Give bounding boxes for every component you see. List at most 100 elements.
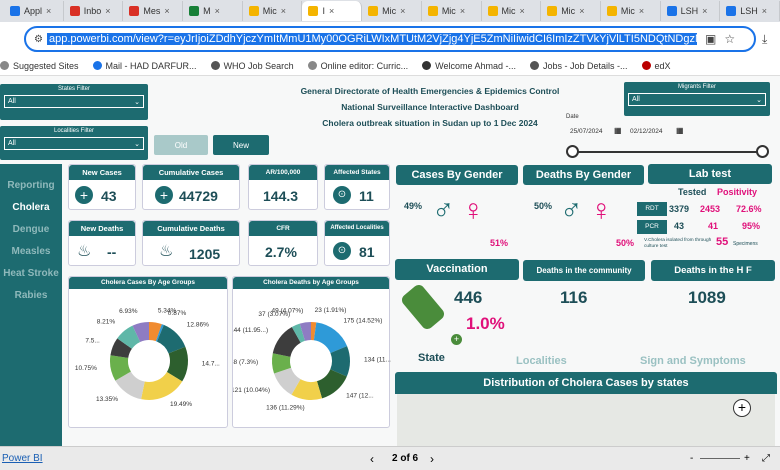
- browser-tab[interactable]: Mes ×: [123, 1, 184, 21]
- old-button[interactable]: Old: [154, 135, 208, 155]
- donut-slice[interactable]: [272, 327, 302, 358]
- bookmark-item[interactable]: Welcome Ahmad -...: [422, 61, 516, 71]
- states-filter[interactable]: States Filter All ⌄: [0, 84, 148, 120]
- download-icon[interactable]: ⤓: [762, 31, 768, 46]
- affected-localities-card: Affected Localities ⊙ 81: [324, 220, 390, 266]
- site-info-icon[interactable]: ⚙: [34, 33, 43, 45]
- migrants-filter-select[interactable]: All ⌄: [628, 93, 766, 106]
- donut-slice[interactable]: [141, 371, 183, 400]
- browser-tab[interactable]: LSH ×: [720, 1, 780, 21]
- bookmark-item[interactable]: Mail - HAD DARFUR...: [92, 61, 197, 71]
- localities-filter[interactable]: Localities Filter All ⌄: [0, 126, 148, 160]
- donut-slice[interactable]: [132, 322, 150, 343]
- date-slider-handle-end[interactable]: [756, 145, 769, 158]
- affected-states-label: Affected States: [325, 165, 389, 180]
- donut-label: 14.7...: [202, 360, 220, 367]
- donut-slice[interactable]: [316, 368, 347, 399]
- bookmark-item[interactable]: Jobs - Job Details -...: [530, 61, 628, 71]
- tab-state[interactable]: State: [418, 352, 445, 364]
- donut-slice[interactable]: [274, 367, 302, 395]
- vaccination-count: 446: [454, 288, 483, 307]
- tab-close-icon[interactable]: ×: [761, 6, 768, 16]
- cases-age-title: Cholera Cases By Age Groups: [69, 277, 227, 289]
- attack-rate-value: 144.3: [263, 188, 299, 204]
- donut-slice[interactable]: [313, 322, 348, 354]
- browser-tab[interactable]: M ×: [183, 1, 243, 21]
- tab-close-icon[interactable]: ×: [105, 6, 111, 16]
- browser-tab[interactable]: LSH ×: [661, 1, 721, 21]
- bookmark-item[interactable]: Suggested Sites: [0, 61, 79, 71]
- community-deaths-title: Deaths in the community: [523, 260, 645, 281]
- sidebar-item-cholera[interactable]: Cholera: [12, 202, 50, 213]
- bookmark-item[interactable]: Online editor: Curric...: [307, 61, 408, 71]
- donut-slice[interactable]: [155, 324, 164, 342]
- tab-close-icon[interactable]: ×: [280, 6, 287, 16]
- browser-tab[interactable]: Mic ×: [243, 1, 303, 21]
- powerbi-link[interactable]: Power BI: [2, 453, 43, 464]
- tab-close-icon[interactable]: ×: [579, 6, 585, 16]
- date-to[interactable]: 02/12/2024: [630, 128, 663, 135]
- sidebar-item-reporting[interactable]: Reporting: [7, 180, 55, 191]
- calendar-icon[interactable]: ▦: [614, 126, 622, 135]
- extension-icon[interactable]: ▣: [704, 32, 717, 46]
- donut-slice[interactable]: [330, 346, 350, 377]
- date-from[interactable]: 25/07/2024: [570, 128, 603, 135]
- zoom-slider[interactable]: [700, 458, 740, 459]
- zoom-plus-icon[interactable]: +: [744, 453, 750, 464]
- donut-slice[interactable]: [166, 346, 188, 382]
- donut-slice[interactable]: [115, 371, 146, 400]
- browser-tab[interactable]: Appl ×: [4, 1, 64, 21]
- bookmark-item[interactable]: WHO Job Search: [210, 61, 294, 71]
- donut-slice[interactable]: [156, 324, 186, 354]
- tab-close-icon[interactable]: ×: [638, 6, 645, 16]
- prev-page-icon[interactable]: ‹: [370, 451, 374, 466]
- donut-slice[interactable]: [299, 322, 312, 341]
- browser-tab[interactable]: I ×: [302, 1, 363, 21]
- states-filter-select[interactable]: All ⌄: [4, 95, 144, 108]
- bookmark-item[interactable]: edX: [641, 61, 671, 71]
- donut-slice[interactable]: [291, 378, 323, 400]
- donut-slice[interactable]: [110, 338, 133, 359]
- female-icon: ♀: [462, 194, 485, 227]
- browser-tab[interactable]: Mic ×: [362, 1, 422, 21]
- date-slider-handle-start[interactable]: [566, 145, 579, 158]
- sidebar-item-heat-stroke[interactable]: Heat Stroke: [3, 268, 59, 279]
- sidebar-item-rabies[interactable]: Rabies: [14, 290, 48, 301]
- url-field[interactable]: ⚙ app.powerbi.com/view?r=eyJrIjoiZDdhYjc…: [24, 26, 756, 52]
- tab-favicon-icon: [547, 6, 558, 16]
- tab-close-icon[interactable]: ×: [459, 6, 466, 16]
- donut-slice[interactable]: [148, 322, 162, 342]
- tab-signs-symptoms[interactable]: Sign and Symptoms: [640, 355, 746, 367]
- donut-slice[interactable]: [117, 325, 141, 350]
- zoom-in-icon[interactable]: +: [733, 399, 751, 417]
- tab-close-icon[interactable]: ×: [328, 6, 335, 16]
- localities-filter-select[interactable]: All ⌄: [4, 137, 144, 150]
- date-slider-track[interactable]: [572, 151, 764, 153]
- next-page-icon[interactable]: ›: [430, 451, 434, 466]
- new-button[interactable]: New: [213, 135, 269, 155]
- tab-close-icon[interactable]: ×: [519, 6, 525, 16]
- donut-slice[interactable]: [272, 353, 292, 374]
- zoom-minus-icon[interactable]: -: [690, 453, 694, 464]
- tab-close-icon[interactable]: ×: [46, 6, 52, 16]
- tab-close-icon[interactable]: ×: [702, 6, 708, 16]
- tab-close-icon[interactable]: ×: [214, 6, 220, 16]
- bookmark-star-icon[interactable]: ☆: [724, 32, 736, 46]
- tab-localities[interactable]: Localities: [516, 355, 567, 367]
- migrants-filter[interactable]: Migrants Filter All ⌄: [624, 82, 770, 116]
- browser-tab[interactable]: Mic ×: [422, 1, 482, 21]
- donut-slice[interactable]: [291, 323, 306, 343]
- sidebar-item-dengue[interactable]: Dengue: [12, 224, 50, 235]
- fullscreen-icon[interactable]: ⤢: [762, 453, 770, 464]
- donut-slice[interactable]: [110, 355, 132, 381]
- calendar-icon[interactable]: ▦: [676, 126, 684, 135]
- tab-close-icon[interactable]: ×: [164, 6, 170, 16]
- browser-tab[interactable]: Mic ×: [541, 1, 601, 21]
- lab-test-title: Lab test: [648, 164, 772, 184]
- browser-tab[interactable]: Inbo ×: [64, 1, 124, 21]
- browser-tab[interactable]: Mic ×: [601, 1, 661, 21]
- browser-tab[interactable]: Mic ×: [482, 1, 542, 21]
- tab-close-icon[interactable]: ×: [400, 6, 406, 16]
- sidebar-item-measles[interactable]: Measles: [11, 246, 51, 257]
- map-area[interactable]: [397, 394, 775, 446]
